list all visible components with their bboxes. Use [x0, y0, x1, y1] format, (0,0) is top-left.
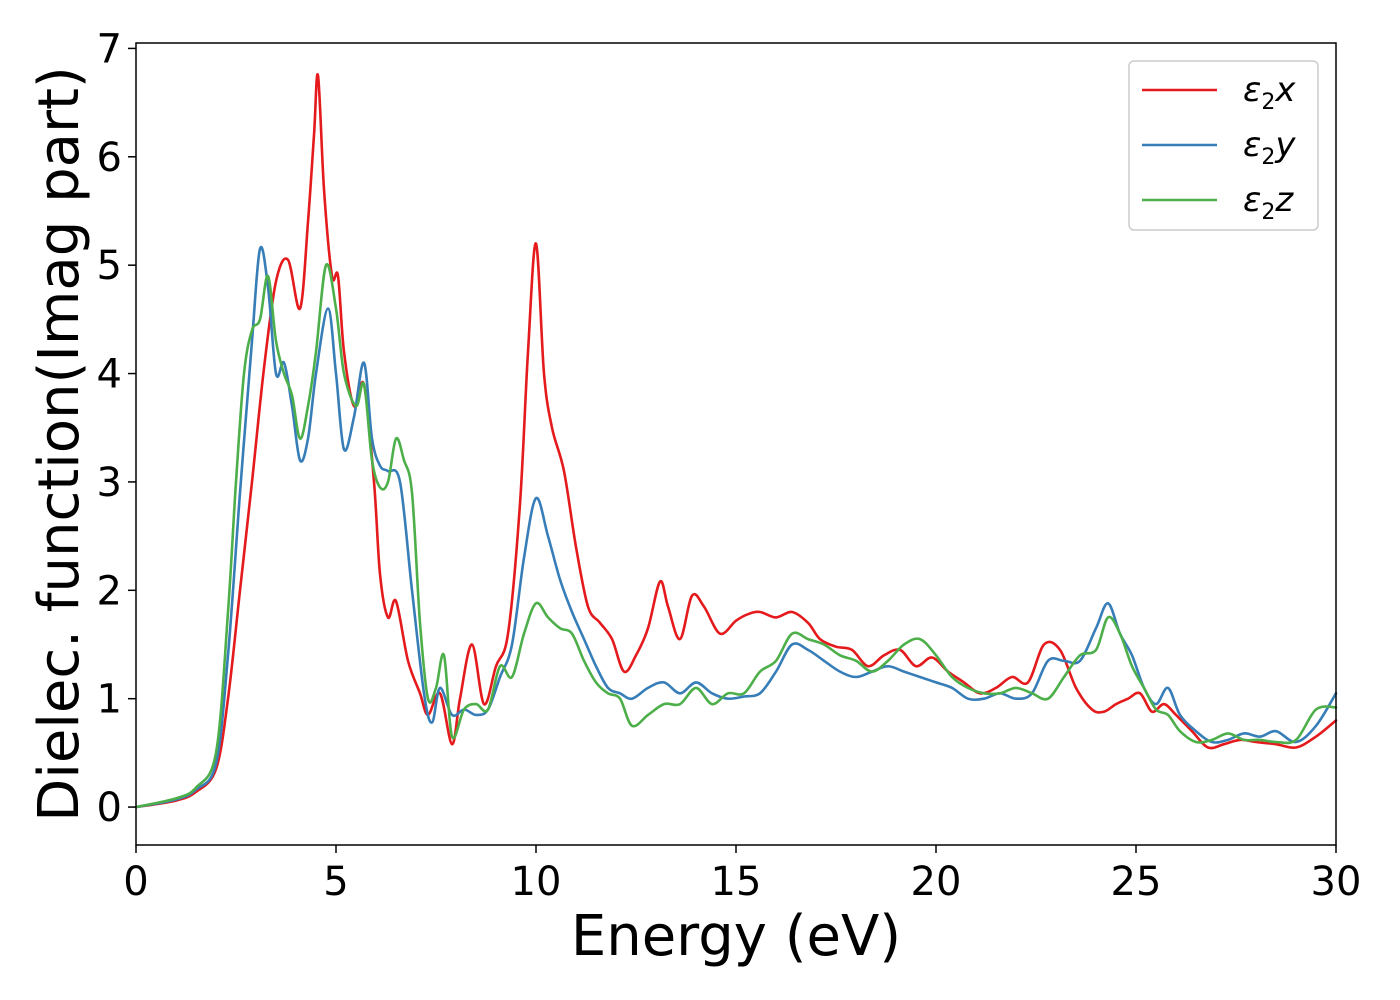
series-line-y: [134, 245, 1338, 809]
y-tick-label: 6: [97, 135, 122, 181]
x-tick-label: 20: [911, 859, 962, 905]
x-tick-label: 5: [323, 859, 348, 905]
series-line-x: [134, 73, 1338, 809]
series-lines: [134, 73, 1338, 809]
legend-label-y: ε2y: [1243, 125, 1296, 170]
x-axis-title: Energy (eV): [571, 904, 901, 969]
y-tick-label: 1: [97, 677, 122, 723]
legend-items: ε2x ε2y ε2z: [1142, 70, 1296, 225]
legend-label-z: ε2z: [1243, 180, 1294, 225]
y-tick-label: 0: [97, 785, 122, 831]
series-line-z: [134, 262, 1338, 809]
legend-label-x: ε2x: [1243, 70, 1296, 115]
legend-frame: [1128, 60, 1319, 231]
x-tick-label: 15: [711, 859, 762, 905]
x-axis-ticks: 0 5 10 15 20 25 30: [123, 845, 1361, 905]
y-axis-ticks: 0 1 2 3 4 5 6 7: [97, 26, 136, 831]
y-tick-label: 2: [97, 568, 122, 614]
y-tick-label: 7: [97, 26, 122, 72]
x-tick-label: 30: [1311, 859, 1362, 905]
x-tick-label: 10: [511, 859, 562, 905]
y-tick-label: 4: [97, 352, 122, 398]
y-axis-title: Dielec. function(Imag part): [27, 66, 92, 822]
legend: ε2x ε2y ε2z: [1128, 60, 1319, 231]
y-tick-label: 5: [97, 243, 122, 289]
x-tick-label: 0: [123, 859, 148, 905]
y-tick-label: 3: [97, 460, 122, 506]
x-tick-label: 25: [1111, 859, 1162, 905]
